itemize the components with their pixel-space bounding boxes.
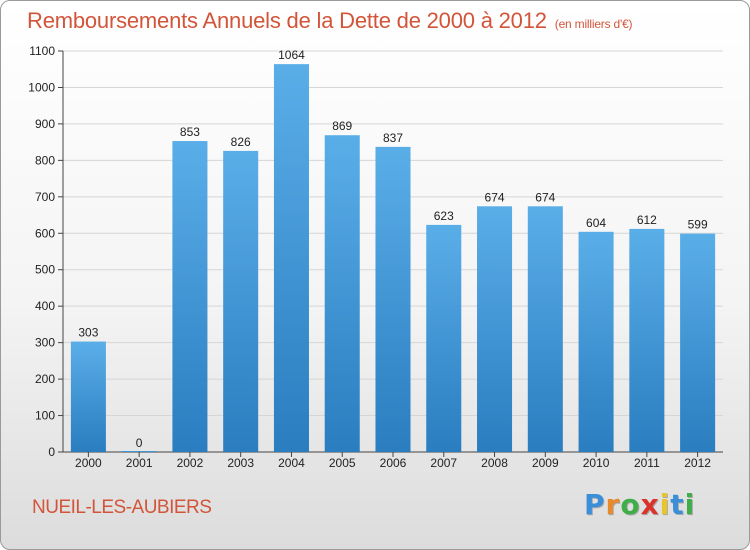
- bar-2001: [121, 451, 157, 452]
- bar-2008: [477, 206, 513, 452]
- bar-value-label: 869: [332, 119, 352, 133]
- proxiti-logo[interactable]: Proxiti: [584, 488, 695, 521]
- x-tick-label: 2008: [481, 456, 508, 470]
- bar-value-label: 674: [535, 190, 555, 204]
- logo-letter: P: [584, 488, 606, 521]
- bar-value-label: 599: [688, 218, 708, 232]
- logo-letter: o: [620, 488, 641, 521]
- x-tick-label: 2010: [583, 456, 610, 470]
- x-tick-label: 2009: [532, 456, 559, 470]
- x-tick-label: 2001: [126, 456, 153, 470]
- logo-letter: i: [684, 488, 696, 521]
- bar-2010: [578, 231, 614, 452]
- bar-value-label: 604: [586, 216, 606, 230]
- bar-value-label: 612: [637, 213, 657, 227]
- bar-value-label: 623: [434, 209, 454, 223]
- bar-value-label: 826: [231, 135, 251, 149]
- chart-unit: (en milliers d'€): [554, 17, 633, 31]
- x-tick-label: 2003: [227, 456, 254, 470]
- y-tick-label: 300: [35, 336, 55, 350]
- bar-2005: [324, 135, 360, 452]
- bar-value-label: 303: [78, 326, 98, 340]
- bar-value-label: 853: [180, 125, 200, 139]
- bar-2007: [426, 224, 462, 452]
- y-tick-label: 0: [48, 445, 55, 459]
- x-tick-label: 2006: [380, 456, 407, 470]
- bars: [70, 64, 716, 453]
- x-tick-label: 2004: [278, 456, 305, 470]
- x-tick-label: 2000: [75, 456, 102, 470]
- x-tick-label: 2011: [634, 456, 660, 470]
- y-tick-label: 1000: [28, 80, 55, 94]
- logo-letter: x: [640, 488, 660, 521]
- y-tick-label: 700: [35, 190, 55, 204]
- bar-2003: [223, 150, 259, 453]
- bar-2009: [527, 206, 563, 452]
- y-tick-label: 200: [35, 372, 55, 386]
- bar-value-label: 837: [383, 131, 403, 145]
- logo-letter: r: [605, 488, 621, 521]
- axes: 0 100 200 300 400 500 600 700 800 900 1000 1100 2000…: [28, 44, 723, 470]
- x-tick-label: 2007: [430, 456, 457, 470]
- bar-2006: [375, 146, 411, 452]
- x-tick-label: 2005: [329, 456, 356, 470]
- y-tick-label: 800: [35, 153, 55, 167]
- bar-2012: [680, 233, 716, 452]
- bar-value-label: 0: [136, 436, 143, 450]
- chart-title: Remboursements Annuels de la Dette de 20…: [27, 8, 633, 34]
- logo-letter: t: [670, 488, 685, 521]
- y-tick-label: 1100: [29, 44, 55, 58]
- x-tick-label: 2002: [177, 456, 204, 470]
- bar-value-label: 1064: [278, 48, 305, 62]
- bar-2004: [273, 64, 309, 452]
- commune-name: NUEIL-LES-AUBIERS: [32, 497, 212, 518]
- bar-2011: [629, 228, 665, 452]
- y-tick-label: 600: [35, 226, 55, 240]
- y-tick-label: 500: [35, 263, 55, 277]
- logo-letter: i: [659, 488, 671, 521]
- x-tick-label: 2012: [684, 456, 711, 470]
- y-tick-label: 900: [35, 117, 55, 131]
- chart-title-text: Remboursements Annuels de la Dette de 20…: [27, 8, 547, 33]
- data-labels: 303 0 853 826 1064 869 837 623 674 674 604 612 599: [78, 48, 708, 450]
- bar-2000: [70, 341, 106, 452]
- y-tick-label: 100: [35, 409, 55, 423]
- y-tick-label: 400: [35, 299, 55, 313]
- bar-value-label: 674: [485, 190, 505, 204]
- bar-2002: [172, 141, 208, 452]
